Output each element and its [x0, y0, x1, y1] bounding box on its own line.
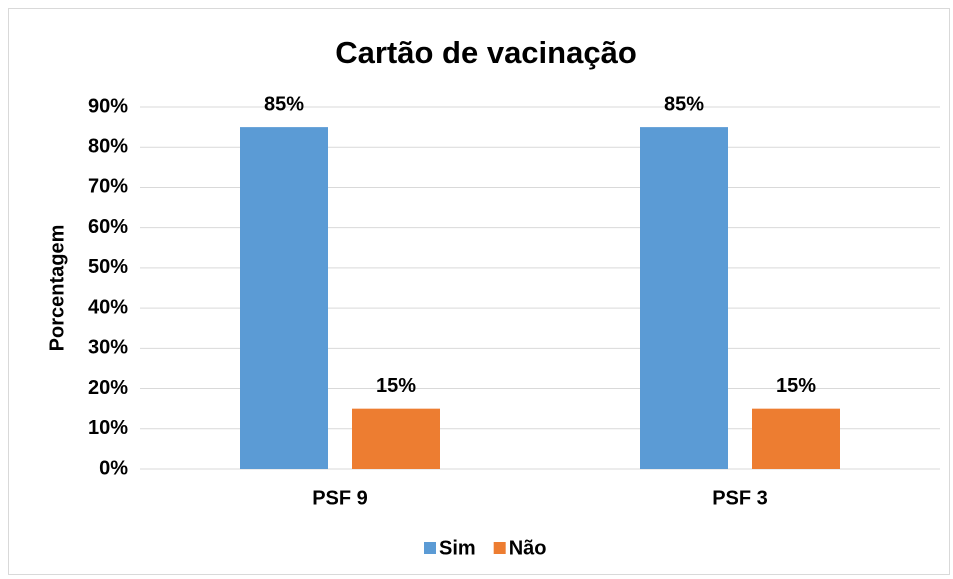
- y-tick-label: 60%: [88, 216, 128, 238]
- chart-title: Cartão de vacinação: [335, 35, 637, 70]
- legend-swatch: [424, 542, 436, 554]
- legend-swatch: [493, 542, 506, 554]
- y-tick-label: 10%: [88, 417, 128, 439]
- x-tick-label: PSF 3: [712, 487, 768, 509]
- legend-label: Sim: [439, 537, 476, 559]
- bar: [240, 127, 328, 469]
- chart-frame: [8, 8, 950, 575]
- y-tick-label: 20%: [88, 377, 128, 399]
- y-tick-label: 30%: [88, 337, 128, 359]
- x-tick-label: PSF 9: [312, 487, 368, 509]
- legend-label: Não: [509, 537, 547, 559]
- y-axis-label: Porcentagem: [46, 225, 68, 352]
- bar: [640, 127, 728, 469]
- data-label: 15%: [776, 375, 816, 397]
- y-tick-label: 70%: [88, 176, 128, 198]
- y-tick-label: 50%: [88, 256, 128, 278]
- y-tick-label: 80%: [88, 136, 128, 158]
- data-label: 15%: [376, 375, 416, 397]
- y-tick-label: 0%: [99, 457, 128, 479]
- data-label: 85%: [664, 93, 704, 115]
- bar: [352, 408, 440, 469]
- bar: [752, 408, 840, 469]
- data-label: 85%: [264, 93, 304, 115]
- y-tick-label: 40%: [88, 296, 128, 318]
- y-tick-label: 90%: [88, 95, 128, 117]
